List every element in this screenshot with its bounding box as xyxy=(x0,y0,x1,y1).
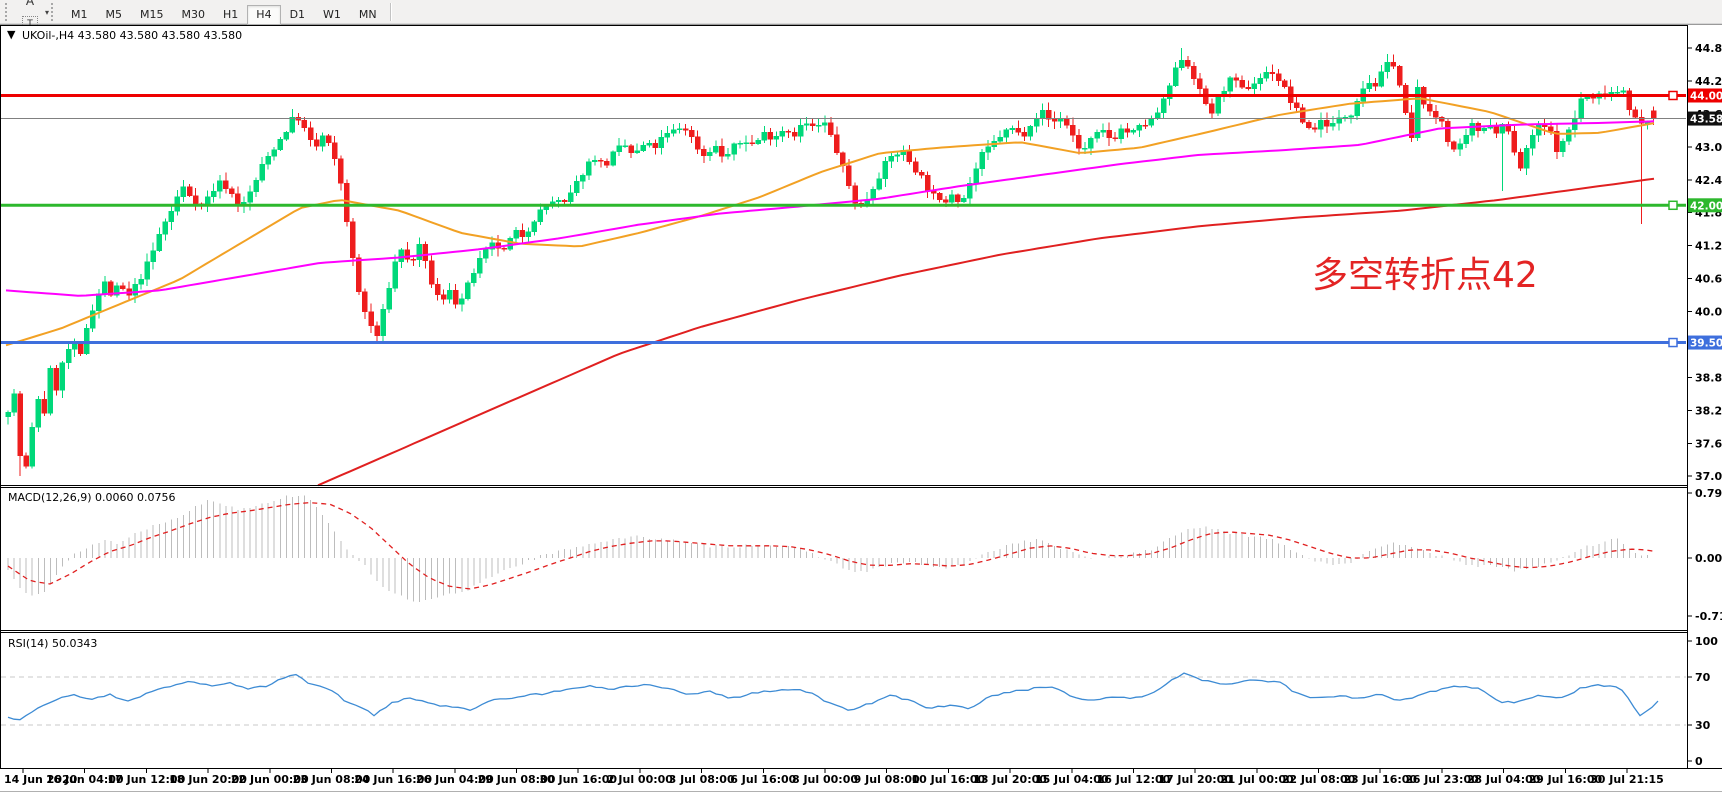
time-tick: 26 Jun 04:00 xyxy=(416,773,494,786)
price-tick: 38.865 xyxy=(1695,371,1722,384)
price-tick: 44.265 xyxy=(1695,75,1722,88)
timeframe-button-m30[interactable]: M30 xyxy=(181,7,206,21)
hline-handle-42.000[interactable] xyxy=(1668,200,1678,211)
annotation-text[interactable]: 多空转折点42 xyxy=(1312,255,1538,296)
rsi-indicator-label: RSI(14) 50.0343 xyxy=(8,637,97,650)
ma-mid-magenta-line xyxy=(5,120,1655,297)
price-tick: 43.065 xyxy=(1695,141,1722,154)
candles-layer xyxy=(5,48,1657,476)
timeframe-button-m15[interactable]: M15 xyxy=(140,7,164,21)
time-tick: 17 Jun 12:00 xyxy=(108,773,186,786)
timeframe-button-m5[interactable]: M5 xyxy=(105,7,123,21)
time-tick: 18 Jun 20:00 xyxy=(169,773,247,786)
svg-text:100: 100 xyxy=(1695,635,1718,648)
hline-handle-39.500[interactable] xyxy=(1668,337,1678,348)
time-tick: 13 Jul 20:00 xyxy=(973,773,1047,786)
toolbar-separator xyxy=(389,3,392,21)
macd-indicator-label: MACD(12,26,9) 0.0060 0.0756 xyxy=(8,491,176,504)
svg-text:-0.7124: -0.7124 xyxy=(1695,610,1722,623)
text-icon: A xyxy=(25,0,35,8)
chart-menu-arrow-icon[interactable]: ▼ xyxy=(7,28,16,41)
toolbar-grip[interactable] xyxy=(5,3,12,21)
panel-borders xyxy=(0,25,1722,792)
svg-text:44.000: 44.000 xyxy=(1690,90,1722,102)
chart-svg[interactable]: 44.86544.26543.66543.06542.46541.86541.2… xyxy=(0,25,1722,793)
time-tick: 2 Jul 00:00 xyxy=(607,773,673,786)
time-tick: 14 Jun 2020 xyxy=(4,773,78,786)
price-tick: 44.865 xyxy=(1695,42,1722,55)
time-tick: 29 Jun 08:00 xyxy=(478,773,556,786)
price-tick: 40.665 xyxy=(1695,273,1722,286)
chart-window: 44.86544.26543.66543.06542.46541.86541.2… xyxy=(0,25,1722,793)
timeframes-toolbar: M1 M5 M15 M30 H1 H4 D1 W1 MN xyxy=(62,3,386,25)
svg-text:30: 30 xyxy=(1695,719,1711,732)
time-tick: 22 Jul 08:00 xyxy=(1282,773,1356,786)
timeframe-button-m1[interactable]: M1 xyxy=(71,7,88,21)
price-tick: 40.065 xyxy=(1695,306,1722,319)
price-axis[interactable]: 44.86544.26543.66543.06542.46541.86541.2… xyxy=(1687,42,1722,483)
ma-slow-red-line xyxy=(317,177,1655,487)
price-tick: 42.465 xyxy=(1695,174,1722,187)
time-tick: 3 Jul 08:00 xyxy=(669,773,735,786)
indicator-axes: 0.7986 0.00 -0.7124 100 70 30 0 xyxy=(1687,487,1722,768)
svg-text:42.000: 42.000 xyxy=(1690,200,1722,212)
time-tick: 30 Jun 16:00 xyxy=(539,773,617,786)
time-tick: 23 Jun 08:00 xyxy=(293,773,371,786)
level-label-39.500 xyxy=(1688,335,1722,350)
toolbar-grip-2[interactable] xyxy=(51,3,58,21)
svg-text:39.500: 39.500 xyxy=(1690,338,1722,350)
time-tick: 29 Jul 16:00 xyxy=(1528,773,1602,786)
tool-button-text[interactable]: A xyxy=(16,0,44,12)
time-tick: 9 Jul 08:00 xyxy=(854,773,920,786)
time-tick: 24 Jun 16:00 xyxy=(354,773,432,786)
timeframe-button-h4[interactable]: H4 xyxy=(247,4,281,25)
price-tick: 37.065 xyxy=(1695,470,1722,483)
time-tick: 8 Jul 00:00 xyxy=(792,773,858,786)
hline-handle-44.000[interactable] xyxy=(1668,90,1678,101)
timeframe-button-d1[interactable]: D1 xyxy=(289,7,306,21)
time-tick: 17 Jul 20:00 xyxy=(1158,773,1232,786)
time-tick: 15 Jul 04:00 xyxy=(1035,773,1109,786)
level-label-44.000 xyxy=(1688,88,1722,103)
level-label-42.000 xyxy=(1688,198,1722,213)
svg-text:43.580: 43.580 xyxy=(1690,114,1722,126)
arrows-dropdown-caret[interactable]: ▾ xyxy=(45,7,50,17)
svg-text:0: 0 xyxy=(1695,755,1703,768)
timeframe-button-mn[interactable]: MN xyxy=(358,7,377,21)
svg-text:70: 70 xyxy=(1695,671,1711,684)
price-tick: 41.265 xyxy=(1695,240,1722,253)
time-tick: 21 Jul 00:00 xyxy=(1220,773,1294,786)
time-tick: 16 Jul 12:00 xyxy=(1097,773,1171,786)
timeframe-button-w1[interactable]: W1 xyxy=(323,7,341,21)
time-tick: 16 Jun 04:00 xyxy=(46,773,124,786)
time-tick: 23 Jul 16:00 xyxy=(1343,773,1417,786)
current-price-label xyxy=(1688,111,1722,126)
time-tick: 6 Jul 16:00 xyxy=(730,773,796,786)
chart-title: UKOil-,H4 43.580 43.580 43.580 43.580 xyxy=(22,29,242,42)
time-tick: 10 Jul 16:00 xyxy=(912,773,986,786)
time-tick: 30 Jul 21:15 xyxy=(1590,773,1664,786)
time-tick: 28 Jul 04:00 xyxy=(1467,773,1541,786)
price-tick: 38.265 xyxy=(1695,404,1722,417)
macd-panel xyxy=(7,495,1655,602)
svg-text:0.00: 0.00 xyxy=(1695,552,1722,565)
rsi-line xyxy=(7,672,1659,721)
ma-fast-orange-line xyxy=(5,97,1655,347)
svg-text:0.7986: 0.7986 xyxy=(1695,487,1722,500)
time-tick: 26 Jul 23:00 xyxy=(1405,773,1479,786)
macd-signal-line xyxy=(7,502,1654,590)
time-tick: 22 Jun 00:00 xyxy=(231,773,309,786)
price-tick: 37.665 xyxy=(1695,437,1722,450)
timeframe-button-h1[interactable]: H1 xyxy=(223,7,239,21)
